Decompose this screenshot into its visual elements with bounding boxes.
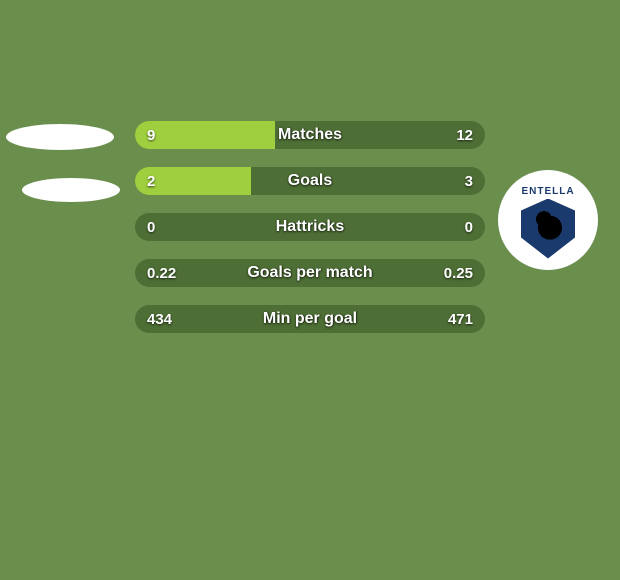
player-avatar-left-1 — [6, 124, 114, 150]
stat-value-right: 471 — [448, 305, 473, 333]
club-logo-entella: ENTELLA — [498, 170, 598, 270]
stat-value-right: 3 — [465, 167, 473, 195]
stat-label: Hattricks — [135, 213, 485, 241]
stat-value-right: 0 — [465, 213, 473, 241]
stat-row: 23Goals — [135, 167, 485, 195]
stat-row: 0 0Hattricks — [135, 213, 485, 241]
stat-value-right: 0.25 — [444, 259, 473, 287]
club-logo-text: ENTELLA — [521, 186, 574, 197]
stat-row: 0.22 0.25Goals per match — [135, 259, 485, 287]
stat-value-left: 0.22 — [147, 259, 176, 287]
stat-row: 434 471Min per goal — [135, 305, 485, 333]
stat-bar-left — [135, 167, 251, 195]
stat-row: 912Matches — [135, 121, 485, 149]
stat-label: Min per goal — [135, 305, 485, 333]
stat-value-right: 12 — [456, 121, 473, 149]
stat-value-left: 0 — [147, 213, 155, 241]
stat-bar-left — [135, 121, 275, 149]
stat-value-left: 434 — [147, 305, 172, 333]
stat-label: Goals per match — [135, 259, 485, 287]
club-logo-shield-icon — [518, 199, 578, 259]
player-avatar-left-2 — [22, 178, 120, 202]
